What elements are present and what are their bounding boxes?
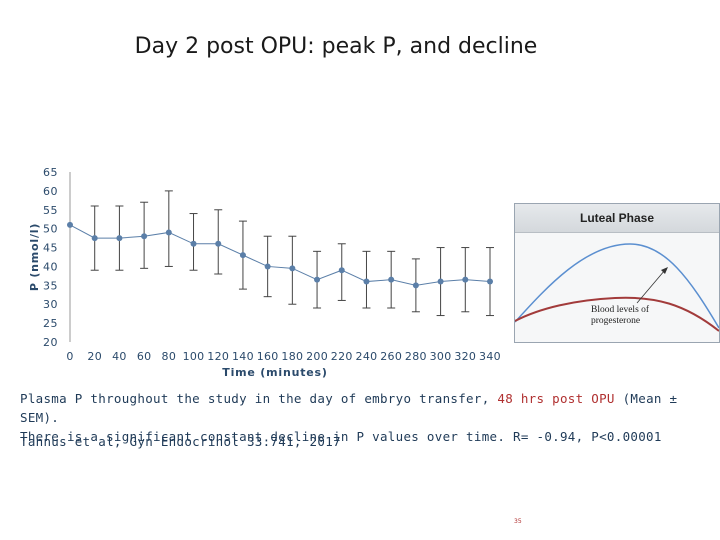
y-tick-label: 65	[43, 166, 58, 179]
data-point	[462, 276, 469, 283]
x-tick-label: 260	[380, 350, 402, 363]
data-point	[487, 278, 493, 285]
x-tick-label: 60	[137, 350, 152, 363]
y-tick-label: 25	[43, 317, 58, 330]
luteal-curves	[515, 243, 719, 332]
data-point	[215, 240, 222, 247]
x-axis-label: Time (minutes)	[222, 366, 327, 379]
x-tick-label: 180	[281, 350, 303, 363]
caption-line-2: There is a significant constant decline …	[20, 429, 662, 444]
x-tick-label: 320	[454, 350, 476, 363]
x-axis: 0 20 40 60 80 100 120 140 160 180 200 220 240 260 280 3…	[66, 350, 501, 363]
inset-label-line2: progesterone	[591, 316, 641, 326]
inset-label-line1: Blood levels of	[591, 305, 650, 315]
x-tick-label: 280	[405, 350, 427, 363]
x-tick-label: 240	[356, 350, 378, 363]
y-tick-label: 35	[43, 279, 58, 292]
page-number: 35	[514, 518, 522, 525]
x-tick-label: 340	[479, 350, 501, 363]
luteal-phase-inset: Luteal Phase Blood levels of progesteron…	[514, 203, 720, 343]
chart-caption: Plasma P throughout the study in the day…	[20, 389, 700, 446]
caption-line1-b: (Mean ± SEM).	[20, 391, 678, 425]
y-axis-label: P (nmol/l)	[28, 223, 41, 291]
caption-highlight: 48 hrs post OPU	[497, 391, 615, 406]
series-line	[69, 224, 491, 286]
data-point	[264, 263, 271, 270]
x-tick-label: 0	[66, 350, 73, 363]
x-tick-label: 80	[162, 350, 177, 363]
x-tick-label: 220	[331, 350, 353, 363]
data-point	[338, 267, 345, 274]
x-tick-label: 120	[207, 350, 229, 363]
data-point	[116, 235, 123, 242]
y-axis: 20 25 30 35 40 45 50 55 60 65	[43, 166, 71, 349]
y-tick-label: 60	[43, 185, 58, 198]
caption-line1-a: Plasma P throughout the study in the day…	[20, 391, 490, 406]
x-tick-label: 200	[306, 350, 328, 363]
data-point	[67, 221, 73, 228]
x-tick-label: 40	[112, 350, 127, 363]
y-tick-label: 20	[43, 336, 58, 349]
data-point	[363, 278, 370, 285]
y-tick-label: 40	[43, 260, 58, 273]
inset-title: Luteal Phase	[515, 204, 719, 233]
citation: Tannus et al, Gyn Endocrinol 33:741, 201…	[20, 434, 341, 449]
data-point	[190, 240, 197, 247]
data-point	[314, 276, 321, 283]
x-tick-label: 20	[87, 350, 102, 363]
arrow-head	[661, 267, 668, 274]
data-point	[165, 229, 172, 236]
data-point	[239, 252, 246, 259]
data-point	[91, 235, 98, 242]
data-point	[141, 233, 148, 240]
blue-hormone-curve	[515, 243, 719, 329]
data-point	[437, 278, 444, 285]
inset-label: Blood levels of progesterone	[591, 305, 671, 327]
arrow-line	[636, 269, 666, 304]
y-tick-label: 55	[43, 204, 58, 217]
slide-title: Day 2 post OPU: peak P, and decline	[134, 34, 538, 59]
y-tick-label: 50	[43, 223, 58, 236]
data-point	[289, 265, 296, 272]
data-point	[388, 276, 395, 283]
x-tick-label: 300	[430, 350, 452, 363]
x-tick-label: 160	[257, 350, 279, 363]
caption-line-1: Plasma P throughout the study in the day…	[20, 389, 700, 427]
x-tick-label: 140	[232, 350, 254, 363]
data-point	[412, 282, 419, 289]
plot-area	[67, 190, 494, 317]
y-tick-label: 45	[43, 242, 58, 255]
y-tick-label: 30	[43, 298, 58, 311]
progesterone-curve	[515, 296, 719, 332]
x-tick-label: 100	[183, 350, 205, 363]
